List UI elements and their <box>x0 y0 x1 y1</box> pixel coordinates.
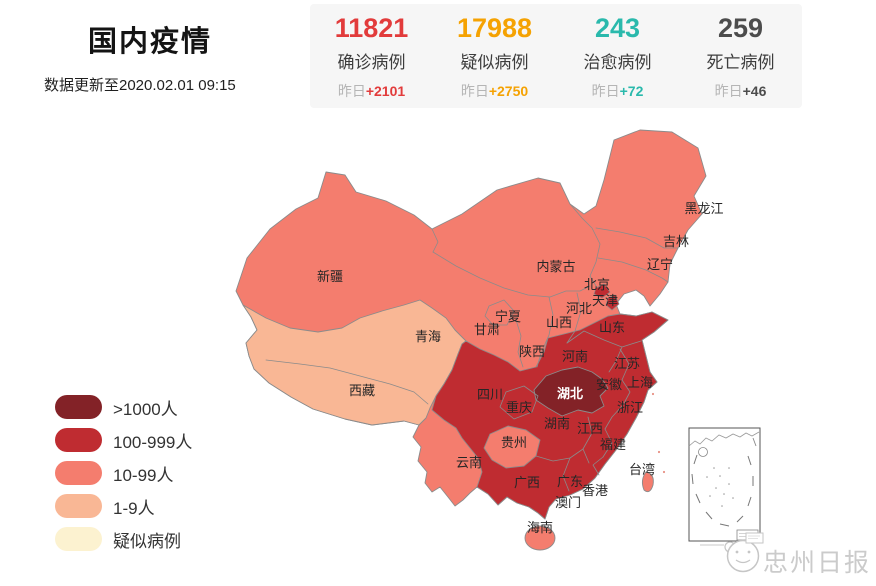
map-legend: >1000人 100-999人 10-99人 1-9人 疑似病例 <box>55 395 192 560</box>
delta-value: +2101 <box>365 83 406 100</box>
legend-swatch-10-99 <box>55 461 102 485</box>
province-label-辽宁: 辽宁 <box>647 257 673 272</box>
province-label-湖南: 湖南 <box>544 416 570 431</box>
province-label-香港: 香港 <box>582 483 608 498</box>
region-tianjin <box>605 294 620 311</box>
province-label-宁夏: 宁夏 <box>495 309 521 324</box>
inset-hainan-island <box>698 447 708 457</box>
update-timestamp: 数据更新至2020.02.01 09:15 <box>44 77 236 94</box>
province-label-浙江: 浙江 <box>617 400 643 415</box>
watermark-logo <box>700 532 764 573</box>
province-label-贵州: 贵州 <box>501 435 527 450</box>
province-label-吉林: 吉林 <box>663 234 689 249</box>
deaths-label: 死亡病例 <box>706 53 775 73</box>
delta-prefix: 昨日 <box>460 83 489 100</box>
cured-count: 243 <box>594 13 641 43</box>
province-label-山西: 山西 <box>546 315 572 330</box>
region-hubei <box>533 366 609 417</box>
province-label-福建: 福建 <box>600 437 626 452</box>
confirmed-delta: 昨日+2101 <box>310 81 433 101</box>
province-label-西藏: 西藏 <box>349 383 375 398</box>
cured-label: 治愈病例 <box>583 53 652 73</box>
province-label-台湾: 台湾 <box>629 462 655 477</box>
province-label-江西: 江西 <box>577 421 603 436</box>
province-label-内蒙古: 内蒙古 <box>536 259 575 274</box>
province-label-青海: 青海 <box>415 329 441 344</box>
province-label-湖北: 湖北 <box>557 386 583 401</box>
province-label-海南: 海南 <box>527 520 553 535</box>
region-beijing <box>593 283 611 299</box>
region-hainan <box>524 525 556 551</box>
province-label-北京: 北京 <box>584 277 610 292</box>
legend-swatch-1-9 <box>55 494 102 518</box>
province-label-陕西: 陕西 <box>519 344 545 359</box>
legend-label: 100-999人 <box>113 432 193 452</box>
province-label-广东: 广东 <box>557 474 583 489</box>
coastal-islets <box>651 392 666 474</box>
stat-card-suspected: 17988 疑似病例 昨日+2750 <box>433 4 556 108</box>
confirmed-count: 11821 <box>334 13 409 43</box>
legend-label: 1-9人 <box>113 498 155 518</box>
province-label-天津: 天津 <box>592 293 618 308</box>
south-china-sea-inset <box>688 427 761 542</box>
province-label-河南: 河南 <box>562 349 588 364</box>
legend-item-100-999: 100-999人 <box>55 428 192 452</box>
province-label-黑龙江: 黑龙江 <box>684 201 723 216</box>
province-label-上海: 上海 <box>627 375 653 390</box>
confirmed-label: 确诊病例 <box>337 53 406 73</box>
delta-prefix: 昨日 <box>591 83 620 100</box>
province-label-广西: 广西 <box>514 475 540 490</box>
legend-swatch-suspected <box>55 527 102 551</box>
delta-prefix: 昨日 <box>714 83 743 100</box>
stat-card-confirmed: 11821 确诊病例 昨日+2101 <box>310 4 433 108</box>
legend-label: 疑似病例 <box>113 531 181 551</box>
province-label-安徽: 安徽 <box>596 377 622 392</box>
suspected-delta: 昨日+2750 <box>433 81 556 101</box>
delta-value: +72 <box>619 83 644 100</box>
province-label-云南: 云南 <box>456 455 482 470</box>
legend-label: 10-99人 <box>113 465 174 485</box>
suspected-count: 17988 <box>456 13 533 43</box>
legend-item-gt1000: >1000人 <box>55 395 192 419</box>
legend-swatch-100-999 <box>55 428 102 452</box>
stats-panel: 11821 确诊病例 昨日+2101 17988 疑似病例 昨日+2750 24… <box>310 4 802 108</box>
province-label-江苏: 江苏 <box>614 356 640 371</box>
province-label-重庆: 重庆 <box>506 400 532 415</box>
deaths-delta: 昨日+46 <box>679 81 802 101</box>
inset-island-dots <box>706 467 734 507</box>
legend-item-1-9: 1-9人 <box>55 494 192 518</box>
cured-delta: 昨日+72 <box>556 81 679 101</box>
delta-prefix: 昨日 <box>337 83 366 100</box>
delta-value: +46 <box>742 83 767 100</box>
deaths-count: 259 <box>717 13 764 43</box>
stat-card-deaths: 259 死亡病例 昨日+46 <box>679 4 802 108</box>
legend-label: >1000人 <box>113 399 178 419</box>
region-guizhou <box>483 425 541 469</box>
legend-swatch-gt1000 <box>55 395 102 419</box>
province-label-新疆: 新疆 <box>317 269 343 284</box>
legend-item-10-99: 10-99人 <box>55 461 192 485</box>
stat-card-cured: 243 治愈病例 昨日+72 <box>556 4 679 108</box>
nine-dash-line <box>691 454 754 527</box>
province-label-澳门: 澳门 <box>555 495 581 510</box>
watermark-text: 忠州日报 <box>763 549 872 577</box>
province-label-四川: 四川 <box>477 387 503 402</box>
province-label-山东: 山东 <box>599 320 625 335</box>
province-label-河北: 河北 <box>566 301 592 316</box>
suspected-label: 疑似病例 <box>460 53 529 73</box>
province-label-甘肃: 甘肃 <box>474 322 500 337</box>
province-borders <box>265 203 679 492</box>
delta-value: +2750 <box>488 83 529 100</box>
legend-item-suspected: 疑似病例 <box>55 527 192 551</box>
page-title: 国内疫情 <box>88 26 213 58</box>
region-taiwan <box>641 471 654 493</box>
